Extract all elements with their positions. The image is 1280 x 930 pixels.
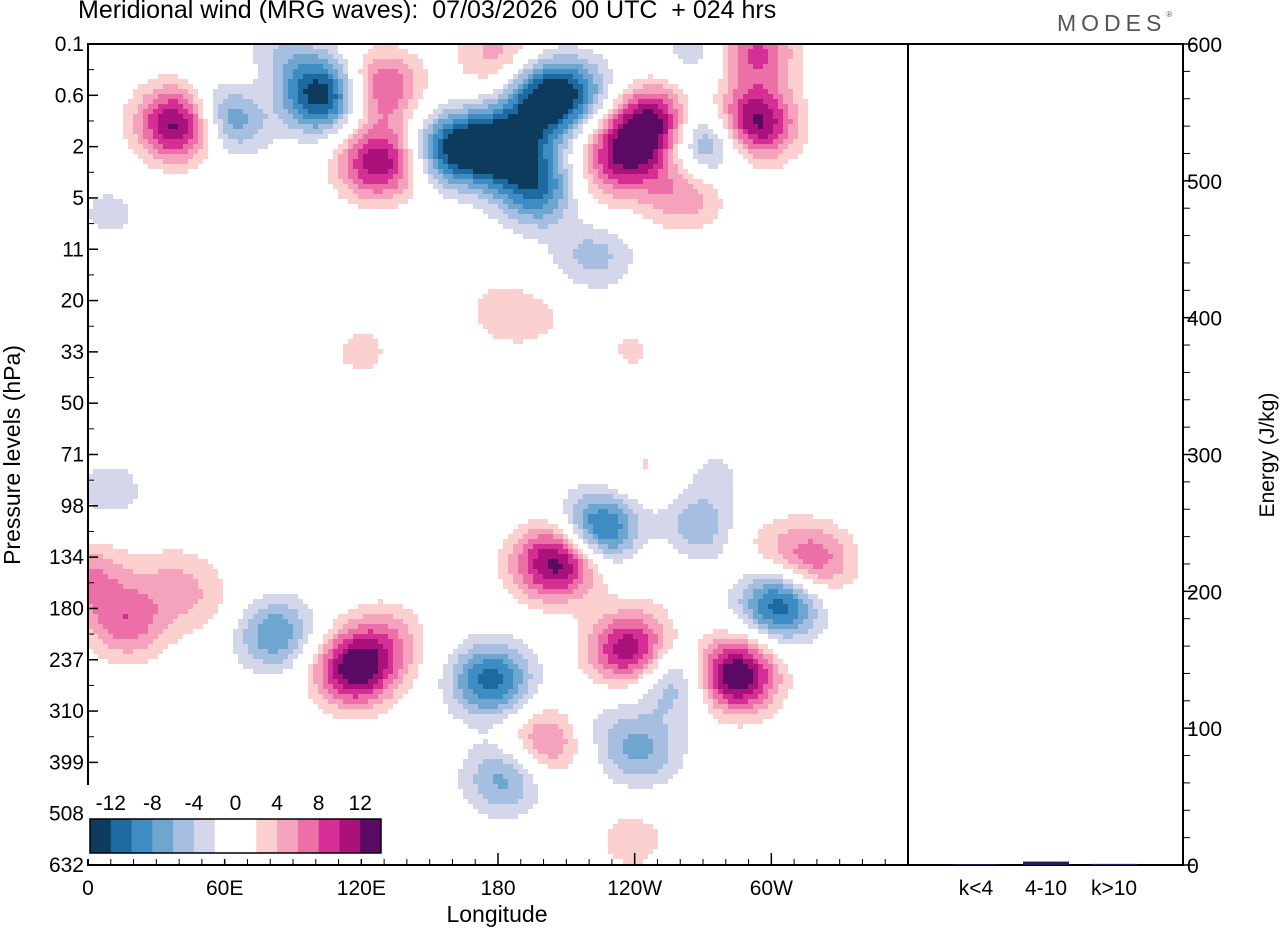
y-tick-label: 134 (49, 546, 84, 569)
colorbar-swatch-3 (131, 819, 153, 853)
axes: 0.1 0.6 2 5 11 20 33 50 71 98 134 180 237 310 399 508 63… (0, 33, 909, 927)
colorbar-swatch-6 (193, 819, 216, 853)
energy-category-label: k<4 (959, 877, 994, 900)
x-tick-label: 120W (607, 877, 662, 900)
y-tick-label: 33 (61, 341, 84, 364)
colorbar-swatch-14 (360, 819, 382, 853)
x-tick-label: 60E (206, 877, 243, 900)
y-tick-label: 632 (49, 854, 84, 877)
x-tick-label: 180 (480, 877, 515, 900)
colorbar-swatch-5 (173, 819, 195, 853)
x-tick-label: 120E (337, 877, 386, 900)
colorbar-swatch-8 (235, 819, 257, 853)
x-tick-label: 0 (82, 877, 94, 900)
contour-band-1 (218, 44, 818, 804)
modes-logo: MODES® (1057, 10, 1172, 37)
colorbar-label: -4 (185, 792, 204, 815)
y-tick-label: 0.1 (55, 33, 84, 56)
y-axis-label: Pressure levels (hPa) (0, 345, 25, 565)
y-tick-label: 71 (61, 444, 84, 467)
energy-tick-label: 400 (1187, 308, 1222, 331)
energy-tick-label: 600 (1187, 34, 1222, 57)
colorbar-swatch-10 (277, 819, 299, 853)
colorbar-swatch-11 (297, 819, 319, 853)
contour-band-8 (298, 74, 788, 689)
energy-tick-label: 500 (1187, 171, 1222, 194)
energy-tick-label: 300 (1187, 445, 1222, 468)
energy-tick-label: 0 (1187, 855, 1199, 878)
colorbar-label: 4 (271, 792, 283, 815)
wind-heatmap (88, 44, 858, 864)
x-axis-label: Longitude (446, 901, 547, 927)
y-tick-label: 20 (61, 290, 84, 313)
y-tick-label: 2 (72, 136, 84, 159)
chart-title: Meridional wind (MRG waves): 07/03/2026 … (78, 0, 777, 24)
energy-bar-1 (953, 864, 999, 866)
y-tick-label: 50 (61, 392, 84, 415)
y-tick-label: 399 (49, 751, 84, 774)
colorbar-swatch-2 (110, 819, 132, 853)
contour-band-9 (303, 79, 578, 189)
brand-name: MODES (1057, 10, 1167, 36)
y-tick-label: 11 (62, 238, 84, 261)
y-tick-label: 508 (49, 803, 84, 826)
x-tick-label: 60W (750, 877, 793, 900)
energy-axis-label: Energy (J/kg) (1256, 393, 1279, 518)
colorbar-swatch-13 (339, 819, 361, 853)
colorbar-swatch-1 (90, 819, 112, 853)
energy-frame (907, 43, 1184, 866)
colorbar-swatch-7 (214, 819, 236, 853)
energy-category-label: 4-10 (1025, 877, 1067, 900)
colorbar-label: -12 (96, 792, 126, 815)
brand-mark: ® (1166, 10, 1173, 19)
energy-panel: 0 100 200 300 400 500 600 Energy (J/kg) k<4 4-10 k… (907, 34, 1279, 900)
colorbar-label: 8 (313, 792, 325, 815)
colorbar-label: 0 (230, 792, 242, 815)
colorbar-swatch-4 (152, 819, 174, 853)
colorbar: -12 -8 -4 0 4 8 12 (84, 785, 386, 859)
energy-tick-label: 200 (1187, 581, 1222, 604)
colorbar-swatch-9 (256, 819, 278, 853)
colorbar-swatch-12 (318, 819, 340, 853)
y-tick-label: 237 (49, 649, 84, 672)
energy-category-label: k>10 (1091, 877, 1137, 900)
y-tick-label: 5 (72, 187, 84, 210)
y-tick-label: 310 (49, 700, 84, 723)
colorbar-outline (89, 818, 382, 854)
y-tick-label: 0.6 (55, 84, 84, 107)
colorbar-label: -8 (143, 792, 162, 815)
y-tick-label: 98 (61, 495, 84, 518)
colorbar-label: 12 (349, 792, 372, 815)
energy-tick-label: 100 (1187, 718, 1222, 741)
energy-bar-2 (1023, 861, 1069, 865)
y-tick-label: 180 (49, 597, 84, 620)
energy-bar-3 (1091, 863, 1137, 865)
